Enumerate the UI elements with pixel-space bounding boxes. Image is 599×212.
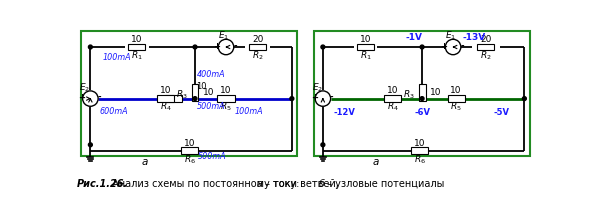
Text: -5V: -5V [494, 108, 509, 117]
Circle shape [445, 39, 461, 55]
Text: +: + [311, 93, 318, 102]
Text: -12V: -12V [334, 108, 356, 117]
Text: 500mA: 500mA [198, 152, 227, 161]
Text: $R_2$: $R_2$ [252, 49, 264, 62]
Bar [419, 84, 425, 101]
Bar [447, 95, 465, 102]
Text: $R_2$: $R_2$ [480, 49, 491, 62]
Text: 10: 10 [196, 82, 207, 91]
Text: $R_6$: $R_6$ [183, 153, 195, 166]
Text: 20: 20 [480, 35, 491, 44]
Text: 100mA: 100mA [235, 107, 263, 116]
Text: 10: 10 [160, 86, 171, 95]
Circle shape [420, 45, 424, 49]
Text: -: - [97, 93, 101, 102]
Text: +: + [213, 42, 220, 51]
Text: $R_3$: $R_3$ [403, 88, 415, 101]
Text: -: - [461, 42, 464, 51]
Circle shape [522, 97, 527, 100]
Text: 20: 20 [252, 35, 264, 44]
Text: -13V: -13V [462, 33, 486, 42]
Text: 10: 10 [414, 139, 425, 148]
Bar [81, 31, 297, 156]
Text: Рис.1.26.: Рис.1.26. [77, 179, 128, 190]
Text: 10: 10 [450, 86, 462, 95]
Circle shape [420, 97, 424, 100]
Text: 10: 10 [184, 139, 195, 148]
Circle shape [193, 45, 197, 49]
Text: $R_1$: $R_1$ [131, 49, 143, 62]
Text: a: a [373, 157, 379, 167]
Text: $E_2$: $E_2$ [312, 82, 323, 94]
Circle shape [290, 97, 294, 100]
Text: 10: 10 [387, 86, 398, 95]
Text: +: + [440, 42, 447, 51]
Text: $R_5$: $R_5$ [450, 101, 462, 113]
Text: $E_1$: $E_1$ [445, 30, 456, 42]
Bar [128, 43, 146, 50]
Text: $R_4$: $R_4$ [387, 101, 398, 113]
Text: 100mA: 100mA [103, 53, 131, 62]
Text: 10: 10 [220, 86, 232, 95]
Text: – токи ветвей,: – токи ветвей, [262, 179, 341, 190]
Bar [192, 84, 198, 101]
Text: $E_1$: $E_1$ [218, 30, 229, 42]
Text: -6V: -6V [414, 108, 430, 117]
Text: 500mA: 500mA [196, 102, 225, 112]
Bar [384, 95, 401, 102]
Circle shape [218, 39, 234, 55]
Text: a: a [141, 157, 148, 167]
Circle shape [89, 45, 92, 49]
Text: $R_5$: $R_5$ [220, 101, 232, 113]
Text: 10: 10 [360, 35, 371, 44]
Text: $R_4$: $R_4$ [159, 101, 171, 113]
Text: 400mA: 400mA [196, 70, 225, 79]
Text: б: б [319, 179, 325, 190]
Circle shape [321, 143, 325, 147]
Text: +: + [78, 93, 85, 102]
Text: – узловые потенциалы: – узловые потенциалы [323, 179, 444, 190]
Text: -: - [234, 42, 237, 51]
Text: -: - [329, 93, 333, 102]
Bar [249, 43, 267, 50]
Text: -1V: -1V [406, 33, 423, 42]
Bar [157, 95, 174, 102]
Text: $R_6$: $R_6$ [414, 153, 426, 166]
Bar [412, 148, 428, 154]
Circle shape [321, 45, 325, 49]
Circle shape [315, 91, 331, 106]
Text: 10: 10 [202, 88, 214, 97]
Text: $E_2$: $E_2$ [80, 82, 90, 94]
Text: 10: 10 [131, 35, 143, 44]
Circle shape [83, 91, 98, 106]
Text: a: a [257, 179, 263, 190]
Bar [181, 148, 198, 154]
Bar [357, 43, 374, 50]
Bar [477, 43, 494, 50]
Circle shape [193, 97, 197, 100]
Bar [165, 95, 182, 102]
Text: Анализ схемы по постоянному току:: Анализ схемы по постоянному току: [109, 179, 302, 190]
Text: $R_3$: $R_3$ [176, 88, 187, 101]
Text: 600mA: 600mA [99, 107, 128, 116]
Circle shape [89, 143, 92, 147]
Text: $R_1$: $R_1$ [359, 49, 371, 62]
Bar [313, 31, 530, 156]
Bar [217, 95, 235, 102]
Text: 10: 10 [430, 88, 441, 97]
